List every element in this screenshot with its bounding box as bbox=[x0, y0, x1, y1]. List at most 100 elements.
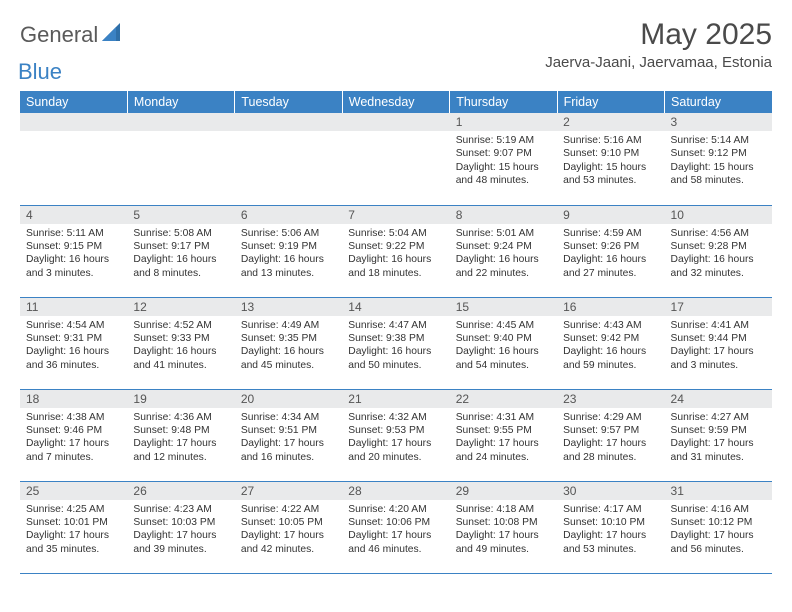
brand-logo: General bbox=[20, 18, 126, 48]
month-title: May 2025 bbox=[545, 18, 772, 52]
day-number: 20 bbox=[235, 390, 342, 408]
day-number: 11 bbox=[20, 298, 127, 316]
sail-icon bbox=[102, 23, 124, 48]
day-content: Sunrise: 5:01 AMSunset: 9:24 PMDaylight:… bbox=[450, 224, 557, 285]
day-content: Sunrise: 4:22 AMSunset: 10:05 PMDaylight… bbox=[235, 500, 342, 561]
day-number: 25 bbox=[20, 482, 127, 500]
day-number: 2 bbox=[557, 113, 664, 131]
calendar-cell: 11Sunrise: 4:54 AMSunset: 9:31 PMDayligh… bbox=[20, 297, 127, 389]
day-content: Sunrise: 4:43 AMSunset: 9:42 PMDaylight:… bbox=[557, 316, 664, 377]
calendar-row: 11Sunrise: 4:54 AMSunset: 9:31 PMDayligh… bbox=[20, 297, 772, 389]
day-number: 9 bbox=[557, 206, 664, 224]
calendar-cell: 17Sunrise: 4:41 AMSunset: 9:44 PMDayligh… bbox=[665, 297, 772, 389]
day-content: Sunrise: 4:54 AMSunset: 9:31 PMDaylight:… bbox=[20, 316, 127, 377]
day-content: Sunrise: 5:06 AMSunset: 9:19 PMDaylight:… bbox=[235, 224, 342, 285]
calendar-cell: 9Sunrise: 4:59 AMSunset: 9:26 PMDaylight… bbox=[557, 205, 664, 297]
day-number bbox=[127, 113, 234, 131]
weekday-header: Saturday bbox=[665, 91, 772, 113]
calendar-cell-empty bbox=[20, 113, 127, 205]
brand-word1: General bbox=[20, 22, 98, 48]
weekday-header: Sunday bbox=[20, 91, 127, 113]
day-number: 18 bbox=[20, 390, 127, 408]
calendar-cell-empty bbox=[235, 113, 342, 205]
calendar-cell: 26Sunrise: 4:23 AMSunset: 10:03 PMDaylig… bbox=[127, 481, 234, 573]
day-content: Sunrise: 4:36 AMSunset: 9:48 PMDaylight:… bbox=[127, 408, 234, 469]
day-content: Sunrise: 5:04 AMSunset: 9:22 PMDaylight:… bbox=[342, 224, 449, 285]
calendar-cell: 3Sunrise: 5:14 AMSunset: 9:12 PMDaylight… bbox=[665, 113, 772, 205]
day-content: Sunrise: 5:14 AMSunset: 9:12 PMDaylight:… bbox=[665, 131, 772, 192]
day-number bbox=[235, 113, 342, 131]
calendar-cell: 20Sunrise: 4:34 AMSunset: 9:51 PMDayligh… bbox=[235, 389, 342, 481]
day-number: 14 bbox=[342, 298, 449, 316]
calendar-table: SundayMondayTuesdayWednesdayThursdayFrid… bbox=[20, 91, 772, 574]
weekday-header-row: SundayMondayTuesdayWednesdayThursdayFrid… bbox=[20, 91, 772, 113]
calendar-cell: 7Sunrise: 5:04 AMSunset: 9:22 PMDaylight… bbox=[342, 205, 449, 297]
day-number: 5 bbox=[127, 206, 234, 224]
day-number: 4 bbox=[20, 206, 127, 224]
day-number: 28 bbox=[342, 482, 449, 500]
calendar-cell: 10Sunrise: 4:56 AMSunset: 9:28 PMDayligh… bbox=[665, 205, 772, 297]
calendar-cell: 28Sunrise: 4:20 AMSunset: 10:06 PMDaylig… bbox=[342, 481, 449, 573]
weekday-header: Wednesday bbox=[342, 91, 449, 113]
day-number: 10 bbox=[665, 206, 772, 224]
day-content: Sunrise: 4:34 AMSunset: 9:51 PMDaylight:… bbox=[235, 408, 342, 469]
title-block: May 2025 Jaerva-Jaani, Jaervamaa, Estoni… bbox=[545, 18, 772, 71]
day-content bbox=[20, 131, 127, 138]
day-number: 12 bbox=[127, 298, 234, 316]
day-content: Sunrise: 5:08 AMSunset: 9:17 PMDaylight:… bbox=[127, 224, 234, 285]
calendar-cell: 16Sunrise: 4:43 AMSunset: 9:42 PMDayligh… bbox=[557, 297, 664, 389]
calendar-row: 18Sunrise: 4:38 AMSunset: 9:46 PMDayligh… bbox=[20, 389, 772, 481]
day-number: 27 bbox=[235, 482, 342, 500]
weekday-header: Tuesday bbox=[235, 91, 342, 113]
day-number: 1 bbox=[450, 113, 557, 131]
day-number: 30 bbox=[557, 482, 664, 500]
day-number: 24 bbox=[665, 390, 772, 408]
day-content: Sunrise: 4:45 AMSunset: 9:40 PMDaylight:… bbox=[450, 316, 557, 377]
calendar-cell: 6Sunrise: 5:06 AMSunset: 9:19 PMDaylight… bbox=[235, 205, 342, 297]
day-number: 26 bbox=[127, 482, 234, 500]
calendar-cell: 25Sunrise: 4:25 AMSunset: 10:01 PMDaylig… bbox=[20, 481, 127, 573]
day-content: Sunrise: 4:23 AMSunset: 10:03 PMDaylight… bbox=[127, 500, 234, 561]
calendar-cell: 22Sunrise: 4:31 AMSunset: 9:55 PMDayligh… bbox=[450, 389, 557, 481]
day-content: Sunrise: 4:59 AMSunset: 9:26 PMDaylight:… bbox=[557, 224, 664, 285]
calendar-cell: 12Sunrise: 4:52 AMSunset: 9:33 PMDayligh… bbox=[127, 297, 234, 389]
calendar-cell: 31Sunrise: 4:16 AMSunset: 10:12 PMDaylig… bbox=[665, 481, 772, 573]
day-number: 6 bbox=[235, 206, 342, 224]
calendar-cell: 29Sunrise: 4:18 AMSunset: 10:08 PMDaylig… bbox=[450, 481, 557, 573]
calendar-cell: 27Sunrise: 4:22 AMSunset: 10:05 PMDaylig… bbox=[235, 481, 342, 573]
day-content: Sunrise: 4:52 AMSunset: 9:33 PMDaylight:… bbox=[127, 316, 234, 377]
day-content: Sunrise: 4:20 AMSunset: 10:06 PMDaylight… bbox=[342, 500, 449, 561]
day-number: 23 bbox=[557, 390, 664, 408]
calendar-cell: 4Sunrise: 5:11 AMSunset: 9:15 PMDaylight… bbox=[20, 205, 127, 297]
weekday-header: Friday bbox=[557, 91, 664, 113]
day-content: Sunrise: 4:17 AMSunset: 10:10 PMDaylight… bbox=[557, 500, 664, 561]
day-number: 16 bbox=[557, 298, 664, 316]
day-number: 31 bbox=[665, 482, 772, 500]
day-content: Sunrise: 5:16 AMSunset: 9:10 PMDaylight:… bbox=[557, 131, 664, 192]
calendar-cell: 30Sunrise: 4:17 AMSunset: 10:10 PMDaylig… bbox=[557, 481, 664, 573]
day-content bbox=[342, 131, 449, 138]
location-text: Jaerva-Jaani, Jaervamaa, Estonia bbox=[545, 54, 772, 71]
day-content: Sunrise: 4:38 AMSunset: 9:46 PMDaylight:… bbox=[20, 408, 127, 469]
day-number: 19 bbox=[127, 390, 234, 408]
day-number: 13 bbox=[235, 298, 342, 316]
calendar-cell: 1Sunrise: 5:19 AMSunset: 9:07 PMDaylight… bbox=[450, 113, 557, 205]
day-number bbox=[342, 113, 449, 131]
day-number: 8 bbox=[450, 206, 557, 224]
day-content: Sunrise: 4:47 AMSunset: 9:38 PMDaylight:… bbox=[342, 316, 449, 377]
day-content: Sunrise: 4:29 AMSunset: 9:57 PMDaylight:… bbox=[557, 408, 664, 469]
calendar-cell: 23Sunrise: 4:29 AMSunset: 9:57 PMDayligh… bbox=[557, 389, 664, 481]
day-number: 17 bbox=[665, 298, 772, 316]
day-content: Sunrise: 4:56 AMSunset: 9:28 PMDaylight:… bbox=[665, 224, 772, 285]
day-number: 15 bbox=[450, 298, 557, 316]
calendar-row: 25Sunrise: 4:25 AMSunset: 10:01 PMDaylig… bbox=[20, 481, 772, 573]
weekday-header: Monday bbox=[127, 91, 234, 113]
day-content: Sunrise: 4:49 AMSunset: 9:35 PMDaylight:… bbox=[235, 316, 342, 377]
calendar-cell: 5Sunrise: 5:08 AMSunset: 9:17 PMDaylight… bbox=[127, 205, 234, 297]
day-content: Sunrise: 5:19 AMSunset: 9:07 PMDaylight:… bbox=[450, 131, 557, 192]
day-number: 22 bbox=[450, 390, 557, 408]
calendar-cell: 13Sunrise: 4:49 AMSunset: 9:35 PMDayligh… bbox=[235, 297, 342, 389]
calendar-cell: 19Sunrise: 4:36 AMSunset: 9:48 PMDayligh… bbox=[127, 389, 234, 481]
calendar-cell: 21Sunrise: 4:32 AMSunset: 9:53 PMDayligh… bbox=[342, 389, 449, 481]
day-content: Sunrise: 4:41 AMSunset: 9:44 PMDaylight:… bbox=[665, 316, 772, 377]
